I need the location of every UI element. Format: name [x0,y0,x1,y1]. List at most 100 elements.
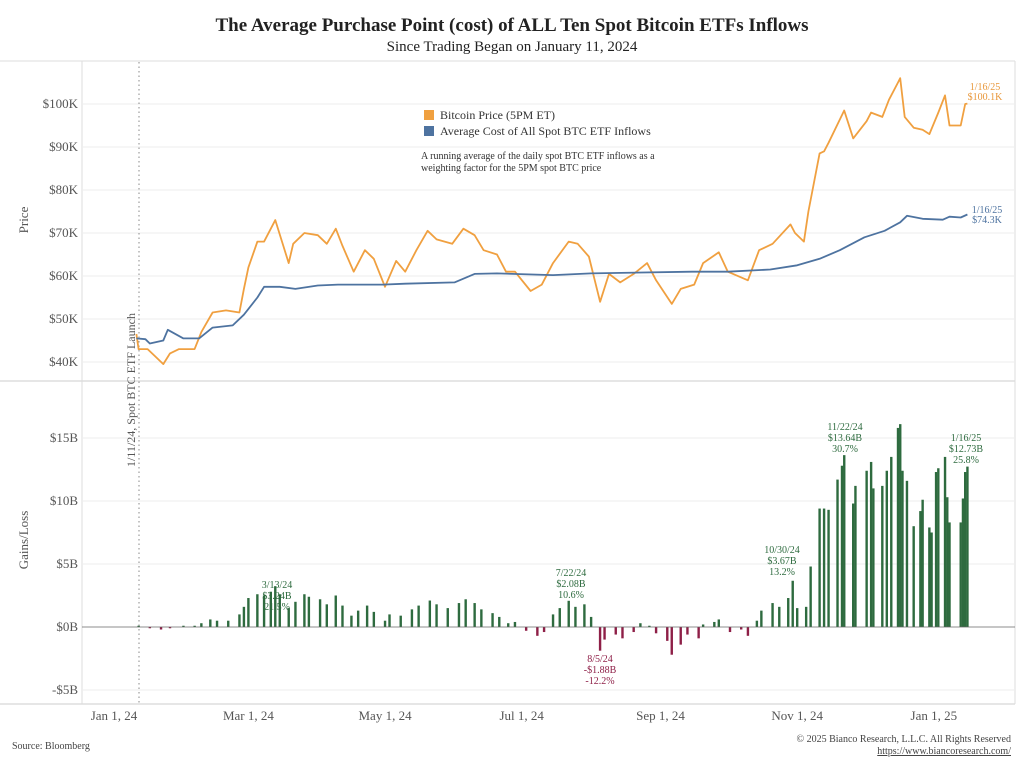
gains-bar [946,497,949,627]
gains-bar [697,627,700,639]
annotation-11-22-24: 11/22/24 $13.64B 30.7% [827,422,862,455]
annotation-value: $13.64B [828,433,863,444]
gains-bar [247,598,250,627]
gains-bar [256,594,259,627]
gains-bar [948,522,951,627]
gains-bar [372,611,376,627]
gains-bar [168,627,172,629]
annotation-pct: -12.2% [585,676,614,687]
gains-bar [804,606,808,627]
y-tick-label: $0B [56,619,78,634]
gains-bar [934,472,938,627]
gains-bar [567,600,570,627]
gains-bar [603,627,606,640]
gains-bar [632,627,635,633]
gains-bar [881,485,884,627]
gains-bar [621,627,624,639]
gridlines [82,103,1015,691]
plot-frame [0,60,1016,705]
chart-title: The Average Purchase Point (cost) of ALL… [215,15,808,36]
legend-swatch-cost [424,126,434,136]
gains-bar [648,625,651,627]
annotation-1-16-25: 1/16/25 $12.73B 25.8% [949,433,984,466]
gains-bar [294,601,297,627]
annotation-pct: 25.8% [953,455,979,466]
gains-bar [242,606,246,627]
gains-bar [307,596,311,627]
gains-bar [388,614,391,627]
x-tick-label: Jul 1, 24 [499,708,544,723]
gains-bar [809,566,812,627]
gains-bar [937,468,940,627]
chart-note-line-2: weighting factor for the 5PM spot BTC pr… [421,163,602,174]
price-lines [135,77,968,365]
y-tick-label: $90K [49,139,79,154]
gains-bar [686,627,689,635]
annotation-date: 8/5/24 [587,654,613,665]
gains-bar [457,603,461,627]
annotation-date: 1/16/25 [951,433,982,444]
gains-bar [919,511,922,627]
gains-bar [827,509,830,627]
gains-bar [740,627,743,630]
gains-bar [905,480,909,627]
gains-bar [791,580,794,627]
annotation-value: $2.08B [556,579,586,590]
x-tick-label: May 1, 24 [358,708,412,723]
gains-bar [614,627,617,635]
gains-bar [589,616,593,627]
annotation-pct: 21.5% [264,602,290,613]
gains-bar [666,627,669,641]
gains-bar [717,619,720,627]
gains-bar [182,625,185,627]
gains-bar [137,625,140,627]
gains-bar [341,605,344,627]
y-tick-label: $15B [50,430,79,445]
gains-bar [159,627,163,630]
copyright-note: © 2025 Bianco Research, L.L.C. All Right… [796,734,1011,745]
x-tick-label: Mar 1, 24 [223,708,274,723]
annotation-pct: 13.2% [769,567,795,578]
gains-bar [654,627,658,634]
y-tick-label: $40K [49,354,79,369]
gains-bar [399,615,402,627]
price-axis-label: Price [16,206,31,233]
gains-bar [491,613,494,627]
price-end-label-date: 1/16/25 [970,82,1001,93]
gains-bar [852,503,855,627]
y-tick-labels: $40K $50K $60K $70K $80K $90K $100K -$5B $0B $5B $… [43,96,79,697]
gains-bar [480,609,483,627]
gains-bar [912,526,915,627]
gains-bar [885,470,888,627]
gains-bar [869,461,873,627]
gains-bar [865,470,868,627]
gains-bar [966,466,969,627]
gains-axis-label: Gains/Loss [16,511,31,570]
website-link[interactable]: https://www.biancoresearch.com/ [877,746,1011,757]
gains-bar [822,508,826,627]
gains-bar [961,498,965,627]
cost-end-label-date: 1/16/25 [972,205,1003,216]
y-tick-label: $5B [56,556,78,571]
gains-bar [872,488,875,627]
launch-label: 1/11/24, Spot BTC ETF Launch [124,313,138,467]
gains-bar [836,479,839,627]
annotation-value: $3.24B [262,591,292,602]
gains-bar [679,627,682,645]
gains-bars [137,424,969,655]
gains-bar [498,616,501,627]
gains-bar [921,499,924,627]
y-tick-label: -$5B [52,682,78,697]
x-tick-labels: Jan 1, 24 Mar 1, 24 May 1, 24 Jul 1, 24 Sep … [91,708,957,723]
legend: Bitcoin Price (5PM ET) Average Cost of A… [424,108,651,138]
x-tick-label: Jan 1, 25 [911,708,958,723]
x-tick-label: Nov 1, 24 [771,708,823,723]
y-tick-label: $10B [50,493,79,508]
gains-bar [928,527,931,627]
y-tick-label: $50K [49,311,79,326]
gains-bar [262,595,266,627]
gains-bar [303,594,306,627]
gains-bar [227,620,230,627]
gains-bar [215,620,219,627]
